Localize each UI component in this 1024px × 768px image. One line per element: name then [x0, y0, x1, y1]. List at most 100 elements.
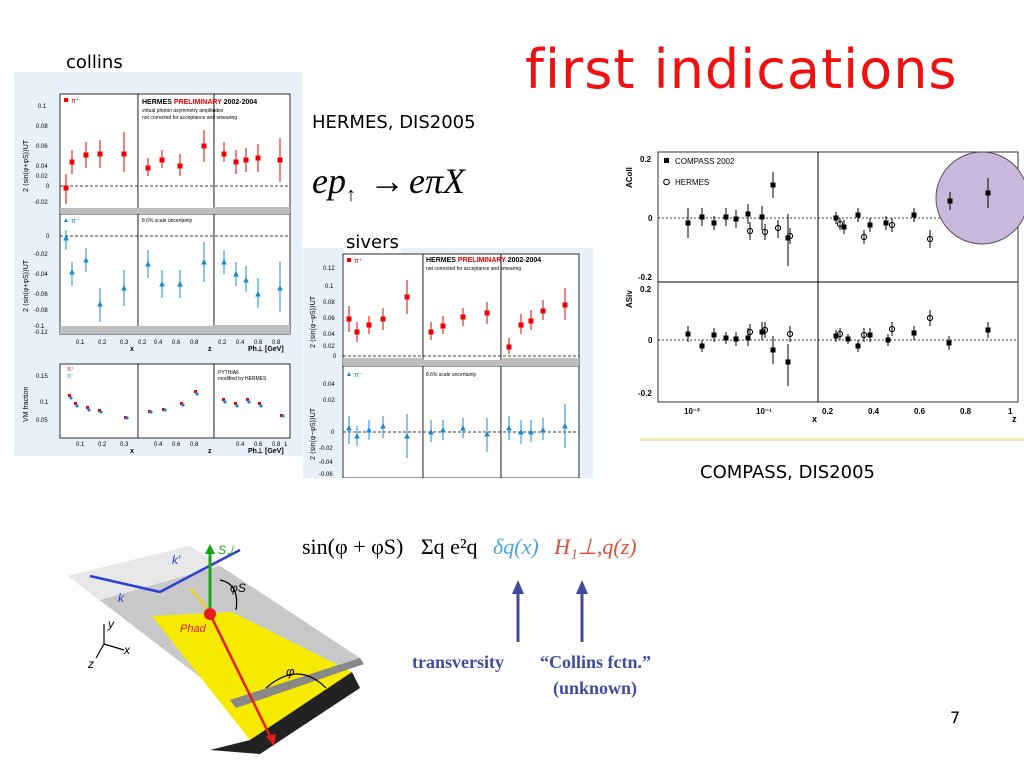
- reaction-ep: ep: [312, 161, 346, 201]
- hermes-point: [243, 157, 249, 163]
- svg-text:0.8: 0.8: [272, 340, 281, 346]
- svg-text:-0.06: -0.06: [34, 292, 48, 298]
- hermes-vm-xlabel-z: z: [208, 448, 212, 455]
- svg-text:0.04: 0.04: [323, 382, 335, 388]
- svg-text:0.06: 0.06: [36, 144, 48, 150]
- hermes-sivers-ylabel-top: 2 ⟨sin(φ−φS)⟩UT: [309, 295, 317, 348]
- hermes-point: [233, 159, 239, 165]
- hermes-collins-figure: 0.1 0.08 0.06 0.04 0.02 0 -0.02 0 -0.02 -0.04 -…: [14, 72, 302, 456]
- svg-text:0.4: 0.4: [236, 340, 245, 346]
- compass-legend-compass: COMPASS 2002: [675, 157, 735, 166]
- diagram-phi-s: φS: [230, 581, 246, 595]
- hermes-collins-header: HERMES PRELIMINARY 2002-2004: [142, 99, 257, 106]
- equation-sin-term: sin(φ + φS): [302, 534, 404, 559]
- hermes-vm-legend-piminus: π⁻: [67, 374, 74, 380]
- svg-text:0: 0: [333, 354, 337, 360]
- svg-text:0.2: 0.2: [218, 340, 227, 346]
- hermes-sivers-legend-piplus: π⁺: [354, 258, 363, 265]
- hermes-collins-z-points: [836, 218, 934, 248]
- hermes-vm-xlabel-ph: Ph⊥ [GeV]: [248, 447, 284, 455]
- svg-text:0.6: 0.6: [172, 442, 181, 448]
- hermes-collins-piminus-points: [63, 230, 283, 322]
- compass-ytick-bot-1: 0.2: [640, 285, 652, 294]
- hermes-legend-piplus: π⁺: [71, 98, 80, 105]
- diagram-phi: φ: [286, 664, 295, 679]
- compass-ytick-bot-2: 0: [648, 336, 653, 345]
- hermes-point: [255, 155, 261, 161]
- svg-text:0: 0: [46, 184, 50, 190]
- compass-ztick-1: 0.2: [822, 407, 834, 416]
- compass-xtick-1: 10⁻²: [684, 407, 700, 416]
- hermes-collins-x-points: [746, 220, 794, 244]
- reaction-formula: ep↑ → eπX: [312, 160, 465, 207]
- svg-text:0.06: 0.06: [323, 316, 335, 322]
- svg-text:0.8: 0.8: [272, 442, 281, 448]
- svg-text:0.8: 0.8: [190, 442, 199, 448]
- svg-text:0.6: 0.6: [254, 340, 263, 346]
- hermes-point: [63, 185, 69, 191]
- hermes-legend-piplus-marker: [64, 98, 68, 102]
- hermes-point: [277, 157, 283, 163]
- compass-ztick-2: 0.4: [868, 407, 880, 416]
- svg-text:0.6: 0.6: [172, 340, 181, 346]
- svg-text:0.04: 0.04: [36, 164, 48, 170]
- collins-label: collins: [66, 52, 123, 73]
- svg-text:-0.08: -0.08: [34, 308, 48, 314]
- transversity-label: transversity: [412, 652, 504, 672]
- svg-text:0.6: 0.6: [254, 442, 263, 448]
- svg-text:0.3: 0.3: [120, 442, 129, 448]
- svg-text:0.02: 0.02: [323, 398, 335, 404]
- compass-ylabel-bot: ASiv: [625, 290, 634, 308]
- compass-figure: 0.2 0 -0.2 0.2 0 -0.2 AColl ASiv COMPASS…: [618, 148, 1024, 444]
- hermes-xlabel-z: z: [208, 346, 212, 353]
- equation-sum-term: Σq e²q: [420, 534, 478, 559]
- diagram-axis-y: y: [107, 617, 115, 631]
- hermes-sivers-legend-piminus: π⁻: [354, 372, 363, 379]
- diagram-p-had: Phad: [180, 623, 207, 635]
- compass-ztick-3: 0.6: [914, 407, 926, 416]
- reaction-arrow-sub: ↑: [345, 184, 356, 207]
- hermes-legend-marker: [663, 178, 670, 186]
- hermes-sivers-piminus-points: [346, 404, 568, 458]
- collins-equation: sin(φ + φS) Σq e²q δq(x) H₁⊥,q(z): [302, 534, 637, 560]
- svg-text:0.1: 0.1: [38, 104, 47, 110]
- hermes-point: [145, 165, 151, 171]
- diagram-k: k: [118, 591, 125, 605]
- hermes-sivers-header-line2: not corrected for acceptance and smearin…: [426, 266, 521, 272]
- hermes-xlabel-x: x: [130, 346, 134, 353]
- unknown-label: (unknown): [553, 678, 638, 698]
- highlight-circle: [935, 151, 1024, 245]
- equation-transversity-term: δq(x): [493, 534, 539, 559]
- svg-text:-0.02: -0.02: [34, 252, 48, 258]
- compass-ytick-top-1: 0.2: [640, 155, 652, 164]
- svg-text:0.1: 0.1: [76, 340, 85, 346]
- svg-text:1: 1: [284, 442, 288, 448]
- svg-text:0.2: 0.2: [98, 442, 107, 448]
- svg-text:-0.02: -0.02: [34, 200, 48, 206]
- diagram-axis-z: z: [87, 657, 94, 671]
- compass-ztick-4: 0.8: [960, 407, 972, 416]
- hermes-point: [201, 143, 207, 149]
- svg-text:0.02: 0.02: [36, 174, 48, 180]
- hermes-collins-ylabel-mid: 2 ⟨sin(φ+φS)⟩UT: [22, 259, 30, 312]
- hermes-collins-svg: 0.1 0.08 0.06 0.04 0.02 0 -0.02 0 -0.02 -0.04 -…: [22, 93, 291, 455]
- svg-text:-0.1: -0.1: [34, 324, 45, 330]
- svg-text:0.4: 0.4: [154, 340, 163, 346]
- hadron-vector: [208, 613, 274, 741]
- hadron-plane: [152, 612, 352, 740]
- compass-sivers-x-points: [685, 322, 791, 386]
- hermes-point: [121, 151, 127, 157]
- svg-text:0.2: 0.2: [98, 340, 107, 346]
- hermes-sivers-header: HERMES PRELIMINARY 2002-2004: [426, 257, 541, 264]
- svg-text:0.12: 0.12: [323, 266, 335, 272]
- diagram-s-perp: S⊥: [218, 543, 236, 557]
- compass-sivers-z-points: [833, 322, 991, 352]
- svg-text:0.08: 0.08: [323, 300, 335, 306]
- hermes-collins-scale-note: 8.6% scale uncertainty: [142, 218, 193, 224]
- hermes-point: [97, 151, 103, 157]
- svg-text:0.1: 0.1: [40, 400, 49, 406]
- sivers-label: sivers: [344, 232, 401, 253]
- compass-ytick-top-3: -0.2: [638, 273, 652, 282]
- svg-text:0.1: 0.1: [325, 284, 334, 290]
- hermes-sivers-svg: 0.12 0.1 0.08 0.06 0.04 0.02 0 0.04 0.02 0 -0.02…: [309, 253, 580, 479]
